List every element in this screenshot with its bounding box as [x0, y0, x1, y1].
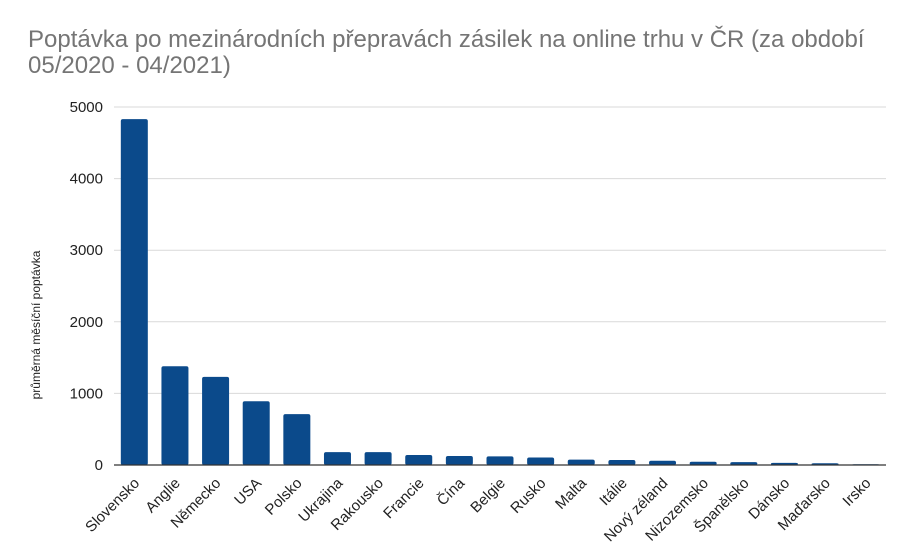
y-tick-label: 3000	[70, 242, 103, 259]
chart-title: Poptávka po mezinárodních přepravách zás…	[28, 26, 865, 79]
x-tick-label: Irsko	[839, 475, 874, 510]
bar	[527, 457, 555, 465]
bar	[323, 452, 351, 465]
bar	[486, 456, 514, 465]
bar	[608, 459, 636, 465]
x-tick-label: Slovensko	[82, 475, 143, 536]
bar	[161, 366, 189, 465]
x-tick-label: Francie	[380, 475, 427, 522]
bar	[242, 401, 270, 465]
bar	[649, 460, 677, 465]
bar	[567, 459, 595, 465]
bar	[364, 452, 392, 465]
bar	[120, 119, 148, 465]
y-tick-label: 4000	[70, 171, 103, 188]
y-tick-label: 1000	[70, 385, 103, 402]
bar	[445, 456, 473, 465]
x-tick-label: Malta	[552, 474, 590, 512]
x-tick-label: Itálie	[596, 475, 630, 509]
x-tick-label: USA	[231, 475, 265, 509]
x-tick-label: Rusko	[507, 475, 549, 517]
y-tick-label: 0	[95, 457, 103, 474]
x-tick-label: Čína	[434, 474, 469, 509]
y-axis-title: průměrná měsíční poptávka	[29, 250, 43, 399]
x-tick-label: Belgie	[467, 475, 509, 517]
bar	[689, 461, 717, 465]
bar	[405, 454, 433, 465]
bar	[730, 462, 758, 465]
y-tick-label: 2000	[70, 314, 103, 331]
bar	[202, 376, 230, 465]
y-tick-label: 5000	[70, 99, 103, 116]
bar	[283, 414, 311, 465]
